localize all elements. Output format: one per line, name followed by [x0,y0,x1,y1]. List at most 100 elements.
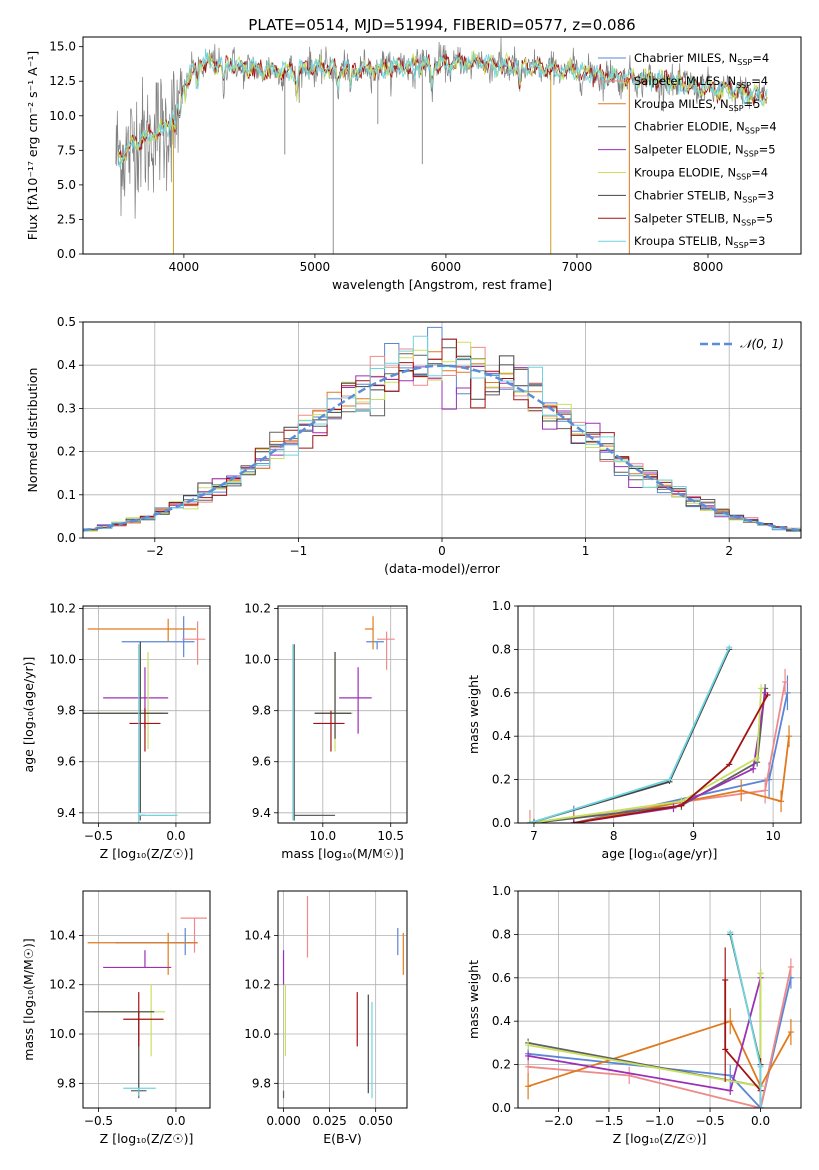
errorbar-chabrier-stelib [314,651,352,739]
gaussian-curve [83,364,801,532]
y-tick-label: 15.0 [49,40,76,54]
plot-area [115,37,768,254]
x-tick-label: 4000 [169,260,200,274]
legend-entry-chabrier-miles: Chabrier MILES, NSSP=4 [634,51,769,67]
x-axis-label: mass [log₁₀(M/M☉)] [281,846,403,861]
y-tick-label: 0.3 [57,401,76,415]
errorbar-salpeter-miles [182,621,206,665]
x-tick-label: 9 [690,829,698,843]
x-tick-label: −1.5 [594,1114,623,1128]
y-tick-label: 9.8 [57,1076,76,1090]
series-salpeter-miles [525,958,794,1108]
y-tick-label: 10.2 [49,602,76,616]
ticks: −0.5 0.0 9.4 9.6 9.8 10.0 10.2 [49,602,185,843]
x-tick-label: 0.000 [266,1114,300,1128]
ticks: 0.000 0.025 0.050 9.8 10.0 10.2 10.4 [244,928,393,1128]
y-axis-label: age [log₁₀(age/yr)] [21,657,36,773]
x-axis-label: Z [log₁₀(Z/Z☉)] [100,846,194,861]
x-axis-label: Z [log₁₀(Z/Z☉)] [613,1131,707,1146]
legend-entry-kroupa-stelib: Kroupa STELIB, NSSP=3 [634,234,765,250]
histogram-salpeter-stelib [83,338,801,531]
y-tick-label: 5.0 [57,178,76,192]
x-tick-label: −2 [146,544,164,558]
legend-entry-salpeter-stelib: Salpeter STELIB, NSSP=5 [634,211,773,227]
errorbar-kroupa-stelib [138,644,178,823]
y-tick-label: 10.0 [244,653,271,667]
axes-frame [517,605,802,824]
ticks: −0.5 0.0 9.8 10.0 10.2 10.4 [49,928,185,1128]
x-tick-label: 8000 [693,260,724,274]
y-tick-label: 1.0 [492,884,511,898]
y-tick-label: 0.1 [57,488,76,502]
panel-age-vs-Z: −0.5 0.0 9.4 9.6 9.8 10.0 10.2 Z [log₁₀(Z/Z☉)] a… [21,602,211,861]
panel-massweight-vs-age: 7 8 9 10 0.0 0.2 0.4 0.6 0.8 1.0 age [log₁₀(age/yr… [466,599,802,861]
y-tick-label: 10.4 [244,928,271,942]
y-tick-label: 10.2 [244,978,271,992]
y-tick-label: 10.0 [49,653,76,667]
y-tick-label: 10.2 [49,978,76,992]
y-tick-label: 9.8 [252,704,271,718]
line-kroupa-elodie [529,688,762,823]
plot-area [83,616,206,823]
x-axis-label: wavelength [Angstrom, rest frame] [332,277,552,292]
grid [278,606,407,823]
y-tick-label: 0.4 [492,729,511,743]
errorbar-chabrier-miles [121,616,195,658]
errorbar-kroupa-miles [87,618,197,642]
x-tick-label: 0.050 [358,1114,392,1128]
x-tick-label: 0 [438,544,446,558]
y-tick-label: 1.0 [492,599,511,613]
panel-massweight-vs-Z: −2.0 −1.5 −1.0 −0.5 0.0 0.0 0.2 0.4 0.6 0.8 1.0 Z [… [466,884,802,1146]
x-tick-label: 0.0 [166,1114,185,1128]
y-tick-label: 0.2 [492,1058,511,1072]
grid [278,891,407,1108]
x-tick-label: −0.5 [84,1114,113,1128]
y-tick-label: 10.0 [244,1027,271,1041]
axes-frame [82,36,802,255]
y-tick-label: 9.8 [252,1076,271,1090]
errorbar-salpeter-stelib [313,710,345,752]
ticks: 10.0 10.5 9.4 9.6 9.8 10.0 10.2 [244,602,404,843]
panel-age-vs-mass: 10.0 10.5 9.4 9.6 9.8 10.0 10.2 mass [log₁₀(M/M… [244,602,408,861]
line-salpeter-stelib [573,694,769,823]
x-tick-label: 2 [725,544,733,558]
errorbar-salpeter-miles [377,631,395,670]
y-tick-label: 0.0 [57,531,76,545]
y-tick-label: 9.6 [57,755,76,769]
y-tick-label: 9.4 [57,806,76,820]
legend-entry-gaussian: 𝒩(0, 1) [740,337,784,351]
plot-area [292,616,395,821]
line-salpeter-miles [528,966,792,1108]
y-tick-label: 7.5 [57,143,76,157]
series-kroupa-miles [570,725,793,823]
y-tick-label: 0.2 [492,773,511,787]
y-tick-label: 10.2 [244,602,271,616]
x-tick-label: 7 [530,829,538,843]
legend: Chabrier MILES, NSSP=4 Salpeter MILES, NS… [598,51,777,250]
line-chabrier-miles [528,977,792,1108]
x-tick-label: 8 [610,829,618,843]
axes-frame [277,605,408,824]
x-tick-label: −0.5 [695,1114,724,1128]
legend-entry-chabrier-stelib: Chabrier STELIB, NSSP=3 [634,188,774,204]
line-kroupa-miles [573,736,790,823]
x-axis-label: age [log₁₀(age/yr)] [602,846,718,861]
histogram-chabrier-stelib [83,355,801,531]
y-axis-label: mass weight [466,675,481,754]
x-tick-label: −1 [290,544,308,558]
errorbar-kroupa-stelib [123,1087,156,1096]
series-salpeter-stelib [570,692,771,823]
x-tick-label: 0.025 [312,1114,346,1128]
errorbar-salpeter-stelib [129,708,161,752]
errorbar-chabrier-elodie [293,644,336,821]
panel-spectrum: 4000 5000 6000 7000 8000 0.0 2.5 5.0 7.5 10.0 12.5… [25,36,802,292]
y-tick-label: 9.8 [57,704,76,718]
axes-frame [517,890,802,1109]
panel-mass-vs-EBV: 0.000 0.025 0.050 9.8 10.0 10.2 10.4 E(B-V) [244,890,408,1146]
y-tick-label: 0.0 [492,816,511,830]
y-axis-label: mass [log₁₀(M/M☉)] [21,938,36,1060]
y-axis-label: Normed distribution [25,368,40,493]
errorbar-chabrier-stelib [83,641,169,813]
series-salpeter-elodie [525,973,764,1095]
